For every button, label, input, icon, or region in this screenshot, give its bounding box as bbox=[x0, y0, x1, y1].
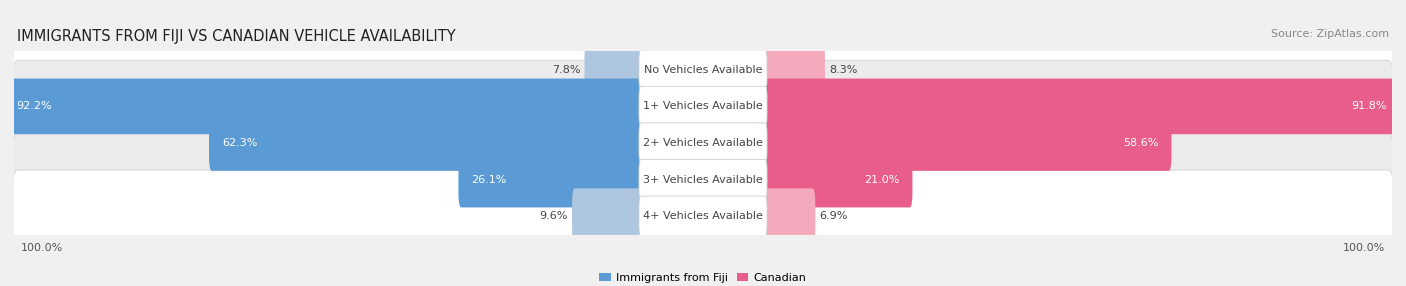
Text: 100.0%: 100.0% bbox=[21, 243, 63, 253]
FancyBboxPatch shape bbox=[585, 42, 644, 98]
FancyBboxPatch shape bbox=[3, 79, 644, 134]
Text: 6.9%: 6.9% bbox=[820, 211, 848, 221]
FancyBboxPatch shape bbox=[762, 188, 815, 244]
Text: 21.0%: 21.0% bbox=[863, 175, 900, 184]
Text: No Vehicles Available: No Vehicles Available bbox=[644, 65, 762, 75]
Text: 9.6%: 9.6% bbox=[540, 211, 568, 221]
Text: Source: ZipAtlas.com: Source: ZipAtlas.com bbox=[1271, 29, 1389, 39]
FancyBboxPatch shape bbox=[638, 86, 768, 126]
Text: 7.8%: 7.8% bbox=[553, 65, 581, 75]
FancyBboxPatch shape bbox=[458, 152, 644, 207]
FancyBboxPatch shape bbox=[638, 50, 768, 90]
FancyBboxPatch shape bbox=[13, 170, 1393, 262]
FancyBboxPatch shape bbox=[572, 188, 644, 244]
Text: 4+ Vehicles Available: 4+ Vehicles Available bbox=[643, 211, 763, 221]
Text: 58.6%: 58.6% bbox=[1123, 138, 1159, 148]
Text: 2+ Vehicles Available: 2+ Vehicles Available bbox=[643, 138, 763, 148]
FancyBboxPatch shape bbox=[638, 160, 768, 200]
Text: 1+ Vehicles Available: 1+ Vehicles Available bbox=[643, 102, 763, 111]
FancyBboxPatch shape bbox=[762, 115, 1171, 171]
Legend: Immigrants from Fiji, Canadian: Immigrants from Fiji, Canadian bbox=[595, 269, 811, 286]
FancyBboxPatch shape bbox=[13, 134, 1393, 226]
Text: 8.3%: 8.3% bbox=[830, 65, 858, 75]
Text: 3+ Vehicles Available: 3+ Vehicles Available bbox=[643, 175, 763, 184]
FancyBboxPatch shape bbox=[762, 42, 825, 98]
Text: 26.1%: 26.1% bbox=[471, 175, 508, 184]
FancyBboxPatch shape bbox=[762, 79, 1400, 134]
FancyBboxPatch shape bbox=[638, 196, 768, 236]
FancyBboxPatch shape bbox=[209, 115, 644, 171]
FancyBboxPatch shape bbox=[13, 24, 1393, 116]
Text: 100.0%: 100.0% bbox=[1343, 243, 1385, 253]
Text: 91.8%: 91.8% bbox=[1351, 102, 1388, 111]
Text: IMMIGRANTS FROM FIJI VS CANADIAN VEHICLE AVAILABILITY: IMMIGRANTS FROM FIJI VS CANADIAN VEHICLE… bbox=[17, 29, 456, 43]
FancyBboxPatch shape bbox=[13, 97, 1393, 189]
FancyBboxPatch shape bbox=[762, 152, 912, 207]
FancyBboxPatch shape bbox=[638, 123, 768, 163]
FancyBboxPatch shape bbox=[13, 60, 1393, 152]
Text: 62.3%: 62.3% bbox=[222, 138, 257, 148]
Text: 92.2%: 92.2% bbox=[15, 102, 52, 111]
